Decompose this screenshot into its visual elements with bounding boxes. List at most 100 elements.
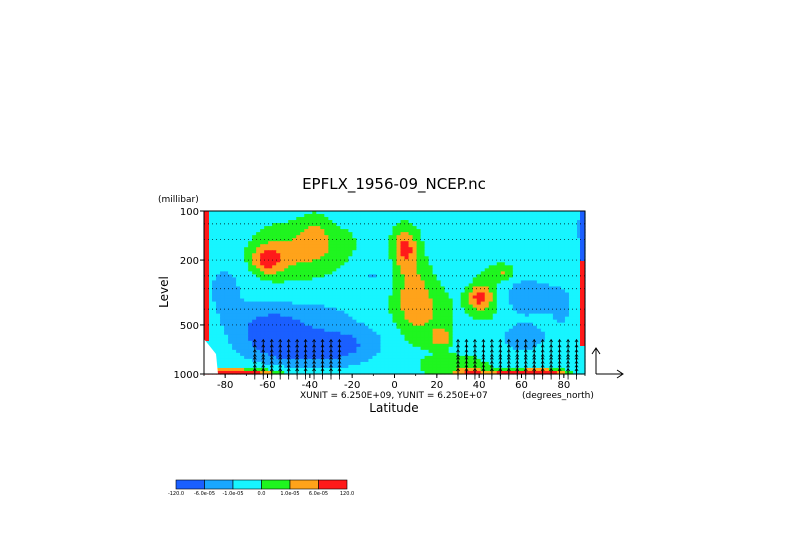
- heatmap-cell: [264, 295, 269, 300]
- heatmap-cell: [412, 262, 418, 266]
- heatmap-cell: [556, 235, 562, 239]
- heatmap-cell: [440, 235, 446, 239]
- heatmap-cell: [316, 322, 321, 327]
- heatmap-cell: [332, 361, 337, 366]
- heatmap-cell: [516, 358, 522, 363]
- heatmap-cell: [376, 364, 382, 369]
- heatmap-cell: [472, 298, 478, 303]
- heatmap-cell: [504, 274, 510, 279]
- heatmap-cell: [520, 352, 526, 357]
- heatmap-cell: [464, 313, 470, 318]
- heatmap-cell: [232, 277, 237, 282]
- heatmap-cell: [312, 283, 317, 288]
- heatmap-cell: [308, 322, 313, 327]
- heatmap-cell: [452, 280, 458, 285]
- heatmap-cell: [536, 250, 542, 254]
- heatmap-cell: [440, 334, 446, 339]
- heatmap-cell: [276, 361, 281, 366]
- heatmap-cell: [516, 271, 522, 275]
- heatmap-cell: [304, 211, 309, 215]
- heatmap-cell: [400, 241, 406, 245]
- heatmap-cell: [288, 334, 293, 339]
- heatmap-cell: [400, 259, 406, 263]
- heatmap-cell: [328, 289, 333, 294]
- heatmap-cell: [356, 289, 362, 294]
- heatmap-cell: [316, 283, 321, 288]
- heatmap-cell: [452, 250, 458, 254]
- heatmap-cell: [268, 259, 273, 263]
- heatmap-cell: [424, 232, 430, 236]
- heatmap-cell: [464, 337, 470, 342]
- heatmap-cell: [484, 355, 490, 360]
- heatmap-cell: [256, 295, 261, 300]
- heatmap-cell: [412, 343, 418, 348]
- heatmap-cell: [404, 355, 410, 360]
- heatmap-cell: [564, 322, 570, 327]
- heatmap-cell: [308, 289, 313, 294]
- heatmap-cell: [368, 331, 374, 336]
- heatmap-cell: [548, 226, 554, 230]
- heatmap-cell: [468, 334, 474, 339]
- heatmap-cell: [220, 322, 225, 327]
- heatmap-cell: [208, 283, 213, 288]
- heatmap-cell: [532, 310, 538, 315]
- heatmap-cell: [352, 328, 357, 333]
- heatmap-cell: [408, 253, 414, 257]
- heatmap-cell: [232, 244, 237, 248]
- heatmap-cell: [520, 244, 526, 248]
- heatmap-cell: [216, 340, 221, 345]
- heatmap-cell: [436, 232, 442, 236]
- heatmap-cell: [432, 229, 438, 233]
- heatmap-cell: [252, 280, 257, 285]
- heatmap-cell: [224, 316, 229, 321]
- heatmap-cell: [480, 244, 486, 248]
- heatmap-cell: [240, 352, 245, 357]
- heatmap-cell: [464, 268, 470, 272]
- heatmap-cell: [576, 232, 582, 236]
- heatmap-cell: [284, 232, 289, 236]
- heatmap-cell: [412, 310, 418, 315]
- heatmap-cell: [452, 229, 458, 233]
- heatmap-cell: [568, 358, 574, 363]
- heatmap-cell: [476, 343, 482, 348]
- heatmap-cell: [452, 346, 458, 351]
- heatmap-cell: [456, 229, 462, 233]
- heatmap-cell: [556, 286, 562, 291]
- heatmap-cell: [500, 340, 506, 345]
- heatmap-cell: [456, 256, 462, 260]
- heatmap-cell: [372, 265, 378, 269]
- heatmap-cell: [364, 367, 370, 372]
- heatmap-cell: [432, 355, 438, 360]
- heatmap-cell: [228, 214, 233, 218]
- heatmap-cell: [428, 265, 434, 269]
- heatmap-cell: [456, 340, 462, 345]
- heatmap-cell: [256, 316, 261, 321]
- heatmap-cell: [280, 328, 285, 333]
- heatmap-cell: [312, 223, 317, 227]
- heatmap-cell: [540, 319, 546, 324]
- heatmap-cell: [292, 250, 297, 254]
- heatmap-cell: [264, 301, 269, 306]
- heatmap-cell: [576, 289, 582, 294]
- heatmap-cell: [272, 346, 277, 351]
- heatmap-cell: [340, 367, 345, 372]
- heatmap-cell: [548, 241, 554, 245]
- heatmap-cell: [536, 268, 542, 272]
- heatmap-cell: [312, 247, 317, 251]
- heatmap-cell: [472, 262, 478, 266]
- heatmap-cell: [252, 241, 257, 245]
- heatmap-cell: [540, 226, 546, 230]
- heatmap-cell: [416, 247, 422, 251]
- heatmap-cell: [496, 361, 502, 366]
- heatmap-cell: [388, 304, 394, 309]
- heatmap-cell: [272, 352, 277, 357]
- heatmap-cell: [576, 274, 582, 279]
- heatmap-cell: [224, 346, 229, 351]
- heatmap-cell: [552, 259, 558, 263]
- heatmap-cell: [284, 364, 289, 369]
- heatmap-cell: [408, 316, 414, 321]
- heatmap-cell: [324, 265, 329, 269]
- heatmap-cell: [380, 292, 386, 297]
- heatmap-cell: [224, 325, 229, 330]
- heatmap-cell: [512, 301, 518, 306]
